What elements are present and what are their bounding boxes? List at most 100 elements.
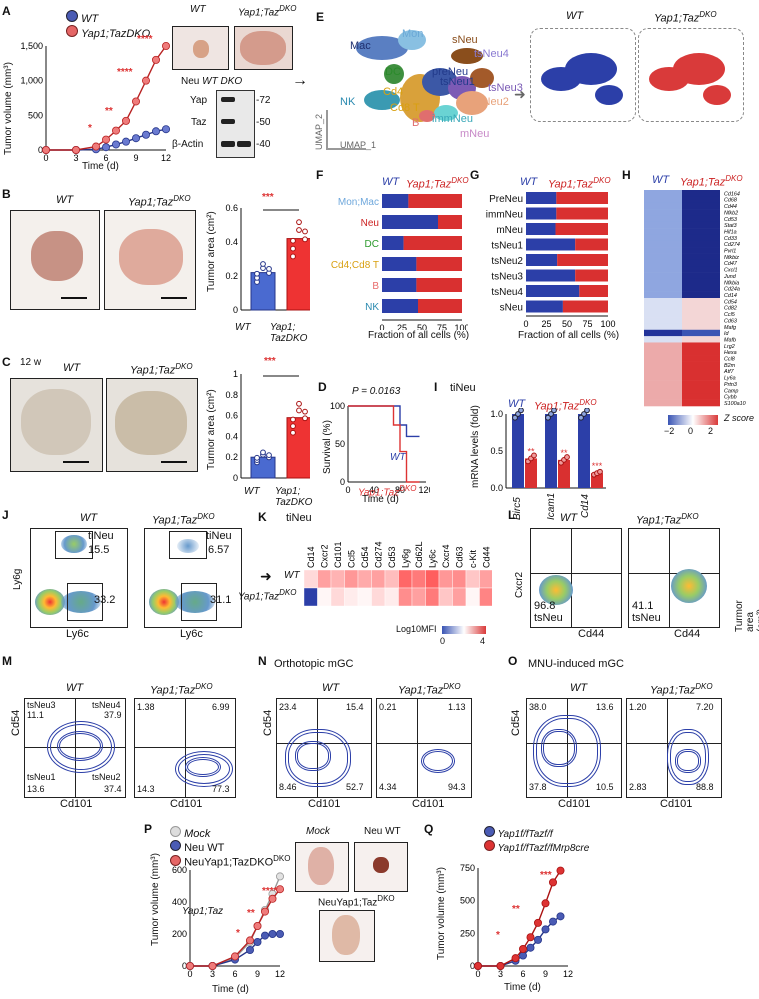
gene-label: Nfkb2 [724,210,738,216]
bar-dko [418,299,462,313]
data-point [512,414,518,421]
o-title: MNU-induced mGC [528,658,624,670]
panel-label-f: F [316,168,324,182]
heatmap-cell-wt [644,253,682,261]
gene-label: Cd14 [724,293,737,299]
bar-dko [575,269,608,282]
n-ylabel: Cd54 [262,709,274,736]
marker-label: Cd44 [481,546,491,568]
m-dko-xlabel: Cd101 [170,798,203,810]
x-tick-label: 0 [187,969,192,979]
panel-label-h: H [622,168,631,182]
row-label: tsNeu2 [491,256,523,267]
c-tag: 12 w [20,357,42,368]
heatmap-cell-wt [644,209,682,216]
n-dko-q1: 0.21 [379,702,397,712]
data-point [290,416,296,423]
j-wt-gate-label: tiNeu [88,530,114,542]
umap-wt-box [530,28,636,122]
data-point [253,922,262,931]
photo-a-wt [172,26,229,70]
flow-o-dko [626,698,722,798]
heatmap-cell-dko [682,329,720,337]
umap2-label: UMAP_2 [314,113,324,150]
data-point [296,400,302,407]
data-point [290,245,296,252]
panel-label-p: P [144,822,153,836]
m-dko-q2: 6.99 [212,702,230,712]
o-wt-title: WT [570,682,588,694]
k-scale-label: Log10MFI [396,624,437,634]
heatmap-cell-dko [411,587,426,607]
x-tick-label: 0 [345,485,350,495]
heatmap-cell-dko [371,587,386,607]
data-point [266,452,272,459]
gene-label: Nfkbiz [724,255,739,261]
data-point [254,454,260,461]
data-point [246,936,255,945]
j-wt-val-1: 15.5 [88,544,110,556]
photo-b-dko [104,210,196,310]
data-point [534,935,543,944]
umap-wt-title: WT [566,10,584,22]
cluster-preneu: preNeu [432,66,469,78]
x-tick-label: 50 [417,323,427,330]
bar-dko [575,238,608,251]
data-point [268,894,277,903]
q-xlabel: Time (d) [504,982,541,993]
o-ylabel: Cd54 [510,709,522,736]
gene-label: Cd53 [724,217,737,223]
heatmap-cell-wt [644,348,682,356]
cluster-mon: Mon [402,28,424,40]
data-point [41,146,50,155]
gene-label: Mafg [724,325,736,331]
photo-c-dko [106,378,198,472]
data-point [545,414,551,421]
heatmap-cell-wt [644,355,682,362]
gene-label: Cd47 [724,261,738,267]
gene-label: Atf7 [723,369,735,375]
y-tick-label: 0 [233,305,238,315]
bar-dko [416,257,462,271]
cluster-nk: NK [340,96,356,108]
panel-p-chart: 0 200 400 600 0 3 6 9 12 [172,865,285,979]
panel-label-g: G [470,168,480,182]
x-tick-label: 50 [562,319,572,329]
x-tick-label: 0 [379,323,384,330]
bar-wt [526,207,557,220]
o-wt-q1: 38.0 [529,702,547,712]
heatmap-cell-dko [317,587,332,607]
panel-k-heatmap: Cd14 Cxcr2 Cd101 Ccl5 Cd54 Cd274 Cd53 Ly6g Cd62L… [303,541,492,607]
data-point [254,270,260,277]
heatmap-cell-wt [644,266,682,273]
gene-label: Cd274 [724,242,740,248]
bar-dko [525,458,537,488]
heatmap-cell-wt [644,336,682,343]
data-point [141,130,150,139]
d-pvalue: P = 0.0163 [352,386,401,397]
y-tick-label: 1,000 [20,76,43,86]
heatmap-cell-wt [644,247,682,254]
c-xtick-dko: Yap1; TazDKO [275,486,313,508]
panel-label-q: Q [424,822,434,836]
k-colorbar [442,626,486,634]
series-line [478,870,562,967]
p-photo-mock-label: Mock [306,826,330,837]
heatmap-cell-wt [438,569,453,589]
data-point [526,943,535,952]
flow-n-dko [376,698,472,798]
marker-label: Cd53 [387,546,397,568]
data-point [92,142,101,151]
legend-dko: Yap1;TazDKO [81,28,151,40]
l-dko-title: Yap1;TazDKO [636,512,699,527]
l-wt-val: 96.8 [534,600,556,612]
n-title: Orthotopic mGC [274,658,354,670]
data-point [151,127,160,136]
y-tick-label: 750 [460,863,475,873]
y-tick-label: 100 [330,401,345,411]
heatmap-cell-dko [682,209,720,216]
photo-p-neuwt [354,842,408,892]
x-tick-label: 120 [418,485,430,495]
row-label: tsNeu4 [491,287,523,298]
heatmap-cell-wt [644,380,682,388]
